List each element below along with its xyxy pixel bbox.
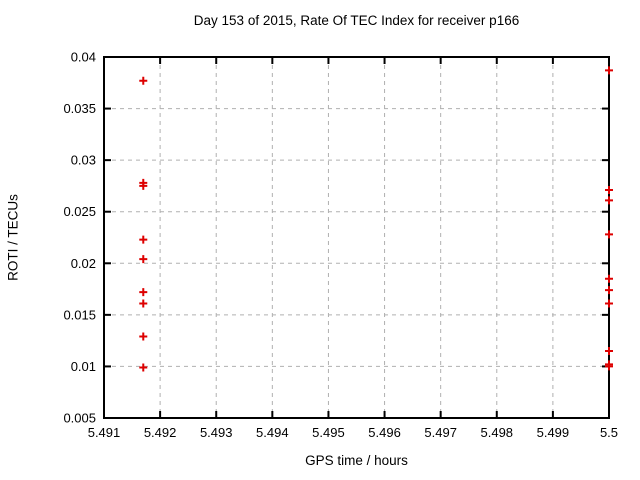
data-point-marker (139, 332, 148, 341)
x-tick-label: 5.493 (200, 425, 233, 440)
data-point-marker (605, 196, 613, 205)
x-tick-label: 5.492 (144, 425, 177, 440)
data-point-marker (605, 362, 613, 371)
y-tick-label: 0.04 (71, 50, 96, 65)
data-point-marker (139, 363, 148, 372)
x-tick-label: 5.499 (537, 425, 570, 440)
data-point-marker (605, 299, 613, 308)
y-tick-label: 0.035 (63, 101, 96, 116)
x-tick-label: 5.491 (88, 425, 121, 440)
data-point-marker (139, 255, 148, 264)
y-tick-label: 0.02 (71, 256, 96, 271)
x-tick-label: 5.5 (600, 425, 618, 440)
data-point-marker (139, 288, 148, 297)
x-tick-label: 5.496 (368, 425, 401, 440)
x-tick-label: 5.495 (312, 425, 345, 440)
data-point-marker (139, 299, 148, 308)
y-axis-label: ROTI / TECUs (5, 194, 21, 281)
y-tick-label: 0.03 (71, 153, 96, 168)
y-tick-label: 0.025 (63, 204, 96, 219)
y-tick-label: 0.01 (71, 359, 96, 374)
x-tick-label: 5.494 (256, 425, 289, 440)
y-tick-label: 0.015 (63, 307, 96, 322)
data-point-marker (139, 235, 148, 244)
plot-border (103, 56, 610, 419)
data-point-marker (605, 346, 613, 355)
y-tick-label: 0.005 (63, 411, 96, 426)
x-tick-label: 5.497 (424, 425, 457, 440)
data-point-marker (605, 230, 613, 239)
data-point-marker (605, 286, 613, 295)
data-point-marker (605, 66, 613, 75)
data-point-marker (139, 76, 148, 85)
data-point-marker (139, 181, 148, 190)
data-point-marker (605, 274, 613, 283)
x-axis-label: GPS time / hours (305, 453, 408, 468)
chart-title: Day 153 of 2015, Rate Of TEC Index for r… (193, 13, 520, 28)
data-point-marker (605, 186, 613, 195)
x-tick-label: 5.498 (481, 425, 514, 440)
